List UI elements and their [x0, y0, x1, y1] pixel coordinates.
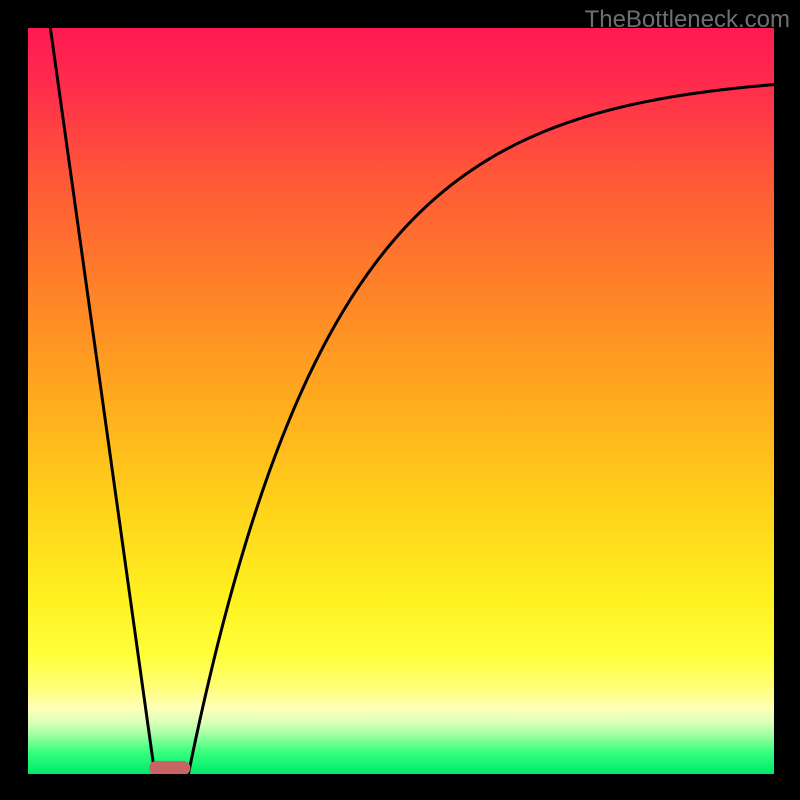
- bottleneck-chart: [28, 28, 774, 774]
- optimum-marker: [150, 761, 190, 774]
- chart-stage: TheBottleneck.com: [0, 0, 800, 800]
